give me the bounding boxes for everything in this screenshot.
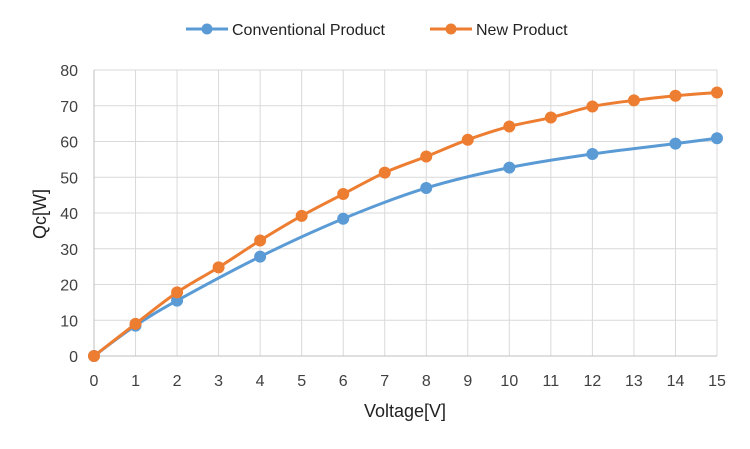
y-axis-title: Qc[W] [30,189,50,239]
x-tick-label: 8 [422,373,431,390]
legend-swatch-marker [201,23,213,35]
data-point-new-product [171,286,184,299]
legend: Conventional Product New Product [186,22,568,39]
data-point-new-product [129,317,142,330]
legend-swatch-marker [445,23,457,35]
x-axis-title: Voltage[V] [364,401,446,421]
series-line-conventional-product [92,136,719,358]
x-tick-label: 11 [543,373,560,390]
legend-item-conventional-product: Conventional Product [186,22,386,39]
data-point-new-product [378,166,391,179]
series-conventional-product [88,132,723,362]
series-line-new-product [92,91,719,358]
data-point-new-product [420,150,433,163]
y-tick-label: 30 [60,242,78,259]
x-tick-label: 13 [625,373,643,390]
y-tick-label: 80 [60,63,78,80]
data-point-conventional-product [254,250,267,263]
y-tick-label: 50 [60,170,78,187]
x-tick-label: 12 [584,373,602,390]
legend-label: New Product [476,22,568,39]
data-point-new-product [586,100,599,113]
data-point-new-product [461,133,474,146]
x-tick-label: 1 [131,373,140,390]
data-point-new-product [627,94,640,107]
x-tick-label: 14 [667,373,685,390]
x-tick-label: 0 [90,373,99,390]
data-point-conventional-product [669,137,682,150]
legend-label: Conventional Product [232,22,386,39]
x-tick-label: 4 [256,373,265,390]
data-point-new-product [254,234,267,247]
y-tick-label: 0 [69,349,78,366]
x-tick-label: 3 [214,373,223,390]
data-point-new-product [295,209,308,222]
data-point-conventional-product [420,181,433,194]
data-point-new-product [88,350,100,362]
data-point-conventional-product [586,148,599,161]
legend-item-new-product: New Product [430,22,568,39]
gridlines [93,69,718,357]
data-series [88,86,723,362]
data-point-conventional-product [503,161,516,174]
x-tick-label: 15 [708,373,726,390]
data-point-conventional-product [711,132,723,145]
data-point-new-product [212,261,225,274]
data-point-new-product [669,89,682,102]
series-new-product [88,86,723,362]
x-tick-label: 9 [463,373,472,390]
data-point-new-product [337,188,350,201]
y-tick-label: 10 [60,313,78,330]
data-point-conventional-product [337,212,350,225]
data-point-new-product [503,120,516,133]
data-point-new-product [544,111,557,124]
y-tick-label: 20 [60,278,78,295]
y-tick-label: 40 [60,206,78,223]
y-tick-label: 70 [60,99,78,116]
x-tick-label: 10 [500,373,518,390]
x-tick-label: 2 [173,373,182,390]
x-tick-label: 7 [380,373,389,390]
y-tick-label: 60 [60,135,78,152]
x-tick-label: 5 [297,373,306,390]
data-point-new-product [711,86,723,99]
x-tick-label: 6 [339,373,348,390]
